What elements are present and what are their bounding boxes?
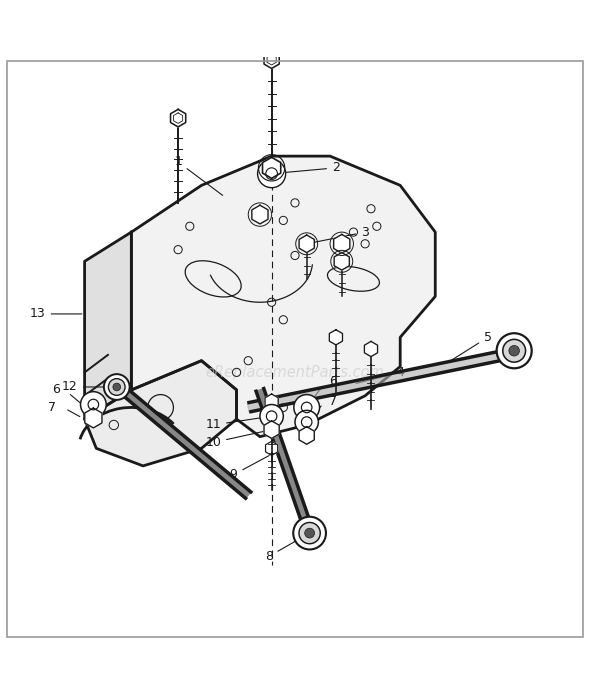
Text: 9: 9: [230, 456, 269, 481]
Circle shape: [293, 517, 326, 549]
Polygon shape: [299, 235, 314, 253]
Circle shape: [497, 333, 532, 369]
Text: 8: 8: [265, 535, 307, 563]
Polygon shape: [247, 350, 506, 412]
Circle shape: [299, 523, 320, 544]
Text: 10: 10: [205, 430, 269, 449]
Text: 12: 12: [62, 380, 114, 394]
Circle shape: [104, 374, 130, 400]
Text: 2: 2: [274, 161, 340, 174]
Circle shape: [260, 405, 283, 428]
Polygon shape: [84, 361, 237, 466]
Polygon shape: [120, 387, 251, 498]
Polygon shape: [365, 341, 378, 357]
Text: 6: 6: [53, 383, 61, 396]
Polygon shape: [299, 426, 314, 444]
Circle shape: [113, 383, 120, 391]
Text: 5: 5: [450, 331, 492, 362]
Polygon shape: [329, 329, 342, 345]
Text: 13: 13: [30, 307, 82, 320]
Text: 6: 6: [329, 375, 337, 387]
Polygon shape: [334, 235, 350, 253]
Polygon shape: [85, 408, 102, 428]
Text: 7: 7: [48, 401, 57, 414]
Polygon shape: [132, 156, 435, 437]
Polygon shape: [266, 441, 278, 455]
Circle shape: [295, 410, 319, 433]
Polygon shape: [264, 421, 279, 438]
Circle shape: [258, 160, 286, 188]
Circle shape: [509, 346, 519, 356]
Circle shape: [304, 528, 314, 538]
Text: 11: 11: [205, 417, 269, 431]
Circle shape: [109, 378, 125, 395]
Polygon shape: [264, 51, 279, 68]
Polygon shape: [265, 394, 278, 409]
Text: 1: 1: [174, 156, 222, 195]
Polygon shape: [263, 157, 281, 179]
Text: 3: 3: [309, 225, 369, 244]
Text: 7: 7: [329, 395, 337, 408]
Text: eReplacementParts.com: eReplacementParts.com: [205, 365, 385, 380]
Polygon shape: [256, 389, 310, 526]
Polygon shape: [252, 205, 268, 224]
Circle shape: [80, 392, 106, 417]
Polygon shape: [84, 232, 132, 419]
Polygon shape: [334, 253, 349, 270]
Circle shape: [503, 339, 526, 362]
Polygon shape: [171, 110, 186, 127]
Circle shape: [294, 394, 320, 420]
Text: 4: 4: [356, 366, 404, 383]
